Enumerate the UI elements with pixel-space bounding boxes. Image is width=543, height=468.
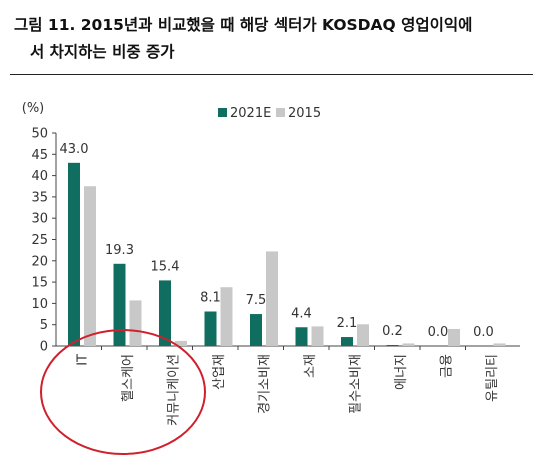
legend-swatch-2015 xyxy=(276,108,285,117)
category-label-4: 경기소비재 xyxy=(257,354,272,414)
legend-label-2021e: 2021E xyxy=(230,106,271,121)
bar-2021e-0 xyxy=(68,162,80,346)
bar-2021e-1 xyxy=(113,263,126,346)
bar-2015-4 xyxy=(266,251,278,346)
data-label-2021e-8: 0.0 xyxy=(428,325,449,340)
bar-2021e-4 xyxy=(250,314,262,346)
category-label-7: 에너지 xyxy=(394,354,409,390)
bar-2021e-7 xyxy=(386,345,399,346)
bar-2015-3 xyxy=(220,287,233,346)
y-tick-label: 35 xyxy=(31,190,48,205)
category-label-1: 헬스케어 xyxy=(121,354,136,402)
bar-2021e-5 xyxy=(295,327,308,346)
category-label-9: 유틸리티 xyxy=(485,354,500,402)
bar-2015-7 xyxy=(402,343,415,346)
y-tick-label: 30 xyxy=(31,212,48,227)
bar-2015-6 xyxy=(357,324,369,346)
category-label-3: 산업재 xyxy=(212,354,227,390)
data-label-2021e-7: 0.2 xyxy=(382,324,403,339)
y-axis-unit-label: (%) xyxy=(22,101,45,116)
y-tick-label: 50 xyxy=(31,127,48,142)
y-tick-label: 15 xyxy=(31,276,48,291)
y-tick-label: 25 xyxy=(31,233,48,248)
data-label-2021e-0: 43.0 xyxy=(60,142,89,157)
category-label-6: 필수소비재 xyxy=(348,354,363,414)
y-tick-label: 40 xyxy=(31,169,48,184)
data-label-2021e-5: 4.4 xyxy=(291,306,312,321)
category-label-2: 커뮤니케이션 xyxy=(166,354,181,426)
bar-2015-2 xyxy=(175,340,187,346)
y-tick-label: 10 xyxy=(31,297,48,312)
bar-2015-0 xyxy=(84,186,96,346)
data-label-2021e-6: 2.1 xyxy=(337,316,358,331)
data-label-2021e-3: 8.1 xyxy=(200,290,221,305)
y-tick-label: 45 xyxy=(31,148,48,163)
y-tick-label: 20 xyxy=(31,254,48,269)
bar-2021e-6 xyxy=(341,337,353,346)
data-label-2021e-2: 15.4 xyxy=(151,259,180,274)
title-line-2: 서 차지하는 비중 증가 xyxy=(30,43,175,61)
title-divider xyxy=(10,74,533,75)
bar-2021e-3 xyxy=(204,311,217,346)
bar-2015-8 xyxy=(448,328,460,346)
bar-2015-1 xyxy=(129,300,142,346)
data-label-2021e-1: 19.3 xyxy=(105,243,134,258)
y-tick-label: 0 xyxy=(40,340,48,355)
title-line-1: 그림 11. 2015년과 비교했을 때 해당 섹터가 KOSDAQ 영업이익에 xyxy=(14,16,473,34)
figure-title: 그림 11. 2015년과 비교했을 때 해당 섹터가 KOSDAQ 영업이익에… xyxy=(14,12,534,66)
category-label-0: IT xyxy=(75,354,90,366)
annotation-ellipse xyxy=(40,329,206,455)
category-label-5: 소재 xyxy=(303,354,318,378)
y-tick-label: 5 xyxy=(40,318,48,333)
bar-2015-5 xyxy=(311,326,324,346)
data-label-2021e-9: 0.0 xyxy=(473,325,494,340)
legend-swatch-2021e xyxy=(218,108,227,117)
legend-label-2015: 2015 xyxy=(288,106,321,121)
category-label-8: 금융 xyxy=(439,354,454,378)
bar-2021e-2 xyxy=(159,280,171,346)
bar-2015-9 xyxy=(493,343,506,346)
data-label-2021e-4: 7.5 xyxy=(246,293,267,308)
